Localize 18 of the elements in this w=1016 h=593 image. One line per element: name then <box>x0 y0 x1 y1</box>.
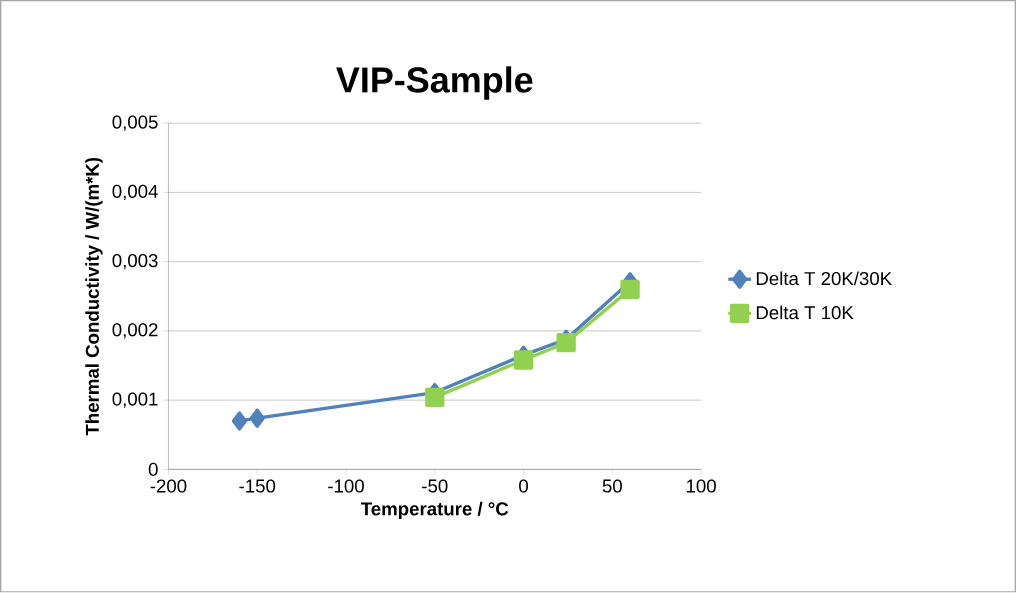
chart-title: VIP-Sample <box>336 66 533 101</box>
y-tick-label: 0 <box>148 462 158 477</box>
y-tick-label: 0,004 <box>112 184 158 201</box>
x-tick-label: -100 <box>328 479 364 493</box>
x-tick-label: -150 <box>239 479 276 493</box>
y-axis-title: Thermal Conductivity / W/(m*K) <box>85 158 103 436</box>
x-tick-label: 100 <box>686 479 716 493</box>
x-tick-label: -50 <box>422 479 448 493</box>
y-tick-label: 0,001 <box>112 392 158 409</box>
y-tick-label: 0,005 <box>112 115 158 132</box>
x-tick-label: 50 <box>602 479 622 493</box>
legend-label: Delta T 10K <box>756 305 854 320</box>
legend-label: Delta T 20K/30K <box>756 271 892 286</box>
x-tick-label: -200 <box>150 479 187 493</box>
y-tick-label: 0,002 <box>112 323 158 339</box>
x-axis-title: Temperature / °C <box>360 501 509 520</box>
y-tick-label: 0,003 <box>112 254 158 270</box>
x-tick-label: 0 <box>519 479 528 493</box>
